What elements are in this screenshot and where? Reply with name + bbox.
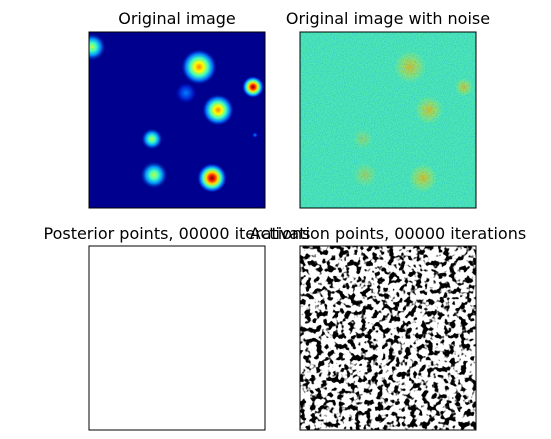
panel-frame: [299, 31, 477, 209]
posterior-panel: [88, 245, 266, 431]
panel-frame: [299, 245, 477, 431]
noise: [300, 32, 476, 208]
blob: [202, 94, 234, 126]
blob: [181, 49, 217, 85]
blob: [242, 76, 264, 98]
image-background: [89, 32, 265, 208]
panel-title: Posterior points, 00000 iterations: [43, 224, 310, 243]
activation-points: [300, 246, 476, 430]
panel-title: Activation points, 00000 iterations: [250, 224, 526, 243]
noisy-image: [300, 32, 476, 208]
blob: [197, 163, 227, 193]
blob: [252, 132, 258, 138]
original-image: [89, 32, 265, 208]
blob: [140, 161, 168, 189]
blob: [175, 82, 197, 104]
blob: [141, 128, 163, 150]
panel-title: Original image with noise: [286, 9, 490, 28]
panel-title: Original image: [118, 9, 236, 28]
panel-frame: [88, 31, 266, 209]
blob: [89, 33, 106, 61]
